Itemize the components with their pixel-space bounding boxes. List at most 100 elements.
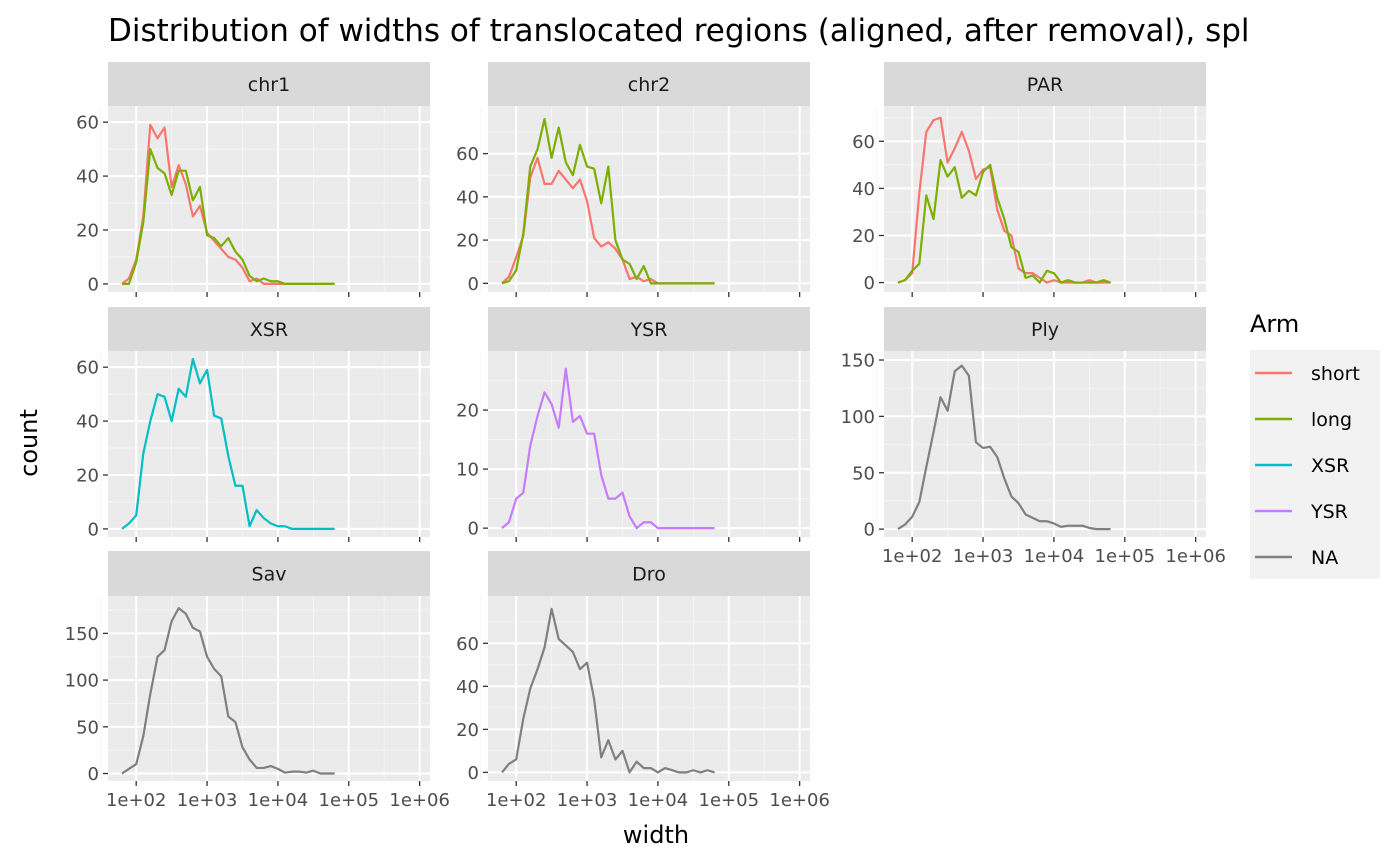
legend: Arm short long XSR YSR NA (1250, 310, 1380, 579)
facet-strip (108, 551, 430, 596)
x-tick-label: 1e+04 (1024, 546, 1085, 567)
legend-item-label: short (1311, 363, 1360, 385)
facet-strip-label: chr1 (248, 74, 290, 96)
y-tick-label: 0 (88, 274, 99, 295)
y-tick-label: 20 (76, 221, 99, 242)
series-line-na (501, 607, 715, 774)
x-tick-label: 1e+04 (628, 790, 689, 811)
x-tick-label: 1e+03 (953, 546, 1014, 567)
y-tick-label: 60 (852, 132, 875, 153)
legend-item-short: short (1255, 363, 1360, 385)
x-tick-label: 1e+06 (769, 790, 830, 811)
y-tick-label: 150 (841, 351, 875, 372)
facet-panel-par: PAR 0 20 40 60 (852, 62, 1206, 297)
legend-item-long: long (1255, 409, 1352, 431)
y-tick-label: 100 (65, 671, 99, 692)
series-line-na (897, 364, 1111, 531)
panel-background (884, 106, 1206, 292)
facet-strip-label: XSR (250, 319, 288, 341)
y-tick-label: 0 (468, 519, 479, 540)
panel-background (108, 351, 430, 537)
facet-strip (884, 62, 1206, 106)
y-tick-label: 20 (456, 401, 479, 422)
panel-background (488, 596, 810, 781)
x-tick-label: 1e+03 (557, 790, 618, 811)
y-tick-label: 40 (76, 412, 99, 433)
facet-panel-dro: Dro 0 20 40 60 1e+02 1e+03 1e+04 1e+05 1e+06 (456, 551, 830, 811)
series-line-long (121, 148, 335, 286)
facet-strip (108, 307, 430, 351)
y-tick-label: 40 (456, 677, 479, 698)
facet-strip (884, 307, 1206, 351)
panel-background (884, 351, 1206, 537)
facet-panel-sav: Sav 0 50 100 150 1e+02 1e+03 1e+04 1e+05 1e+06 (65, 551, 450, 811)
y-tick-label: 50 (76, 717, 99, 738)
x-tick-label: 1e+02 (486, 790, 547, 811)
series-line-long (501, 117, 715, 285)
legend-title: Arm (1250, 310, 1299, 338)
x-tick-label: 1e+02 (882, 546, 943, 567)
x-axis-title: width (623, 821, 689, 849)
y-tick-label: 40 (76, 167, 99, 188)
y-tick-label: 0 (88, 519, 99, 540)
facet-panels: chr1 0 20 40 60 chr2 0 20 40 60 PAR 0 20 40 60 XSR 0 20 40… (65, 62, 1226, 811)
y-tick-label: 40 (456, 187, 479, 208)
facet-strip-label: YSR (630, 319, 668, 341)
x-tick-label: 1e+05 (319, 790, 380, 811)
panel-background (488, 106, 810, 292)
y-tick-label: 0 (864, 520, 875, 541)
facet-strip (488, 551, 810, 596)
facet-strip (108, 62, 430, 106)
legend-item-label: long (1311, 409, 1352, 431)
legend-item-na: NA (1255, 547, 1338, 569)
facet-strip (488, 307, 810, 351)
y-axis-title: count (15, 409, 43, 477)
panel-background (108, 596, 430, 781)
facet-strip (488, 62, 810, 106)
series-line-ysr (501, 367, 715, 530)
y-tick-label: 10 (456, 460, 479, 481)
y-tick-label: 20 (76, 466, 99, 487)
facet-strip-label: Sav (252, 564, 287, 586)
facet-panel-xsr: XSR 0 20 40 60 (76, 307, 430, 542)
panel-background (108, 106, 430, 292)
x-tick-label: 1e+04 (248, 790, 309, 811)
legend-item-label: NA (1311, 547, 1338, 569)
legend-item-xsr: XSR (1255, 455, 1349, 477)
series-line-long (897, 159, 1111, 284)
y-tick-label: 20 (456, 231, 479, 252)
y-tick-label: 60 (456, 634, 479, 655)
facet-panel-chr2: chr2 0 20 40 60 (456, 62, 810, 297)
legend-item-ysr: YSR (1255, 501, 1348, 523)
facet-strip-label: Ply (1031, 319, 1059, 341)
y-tick-label: 0 (864, 273, 875, 294)
y-tick-label: 60 (76, 113, 99, 134)
series-line-xsr (121, 357, 335, 531)
facet-panel-ysr: YSR 0 10 20 (456, 307, 810, 542)
facet-strip-label: Dro (632, 564, 666, 586)
y-tick-label: 50 (852, 463, 875, 484)
y-tick-label: 150 (65, 624, 99, 645)
facet-strip-label: chr2 (628, 74, 670, 96)
series-line-na (121, 607, 335, 775)
x-tick-label: 1e+06 (389, 790, 450, 811)
x-tick-label: 1e+05 (699, 790, 760, 811)
y-tick-label: 100 (841, 407, 875, 428)
x-tick-label: 1e+03 (177, 790, 238, 811)
y-tick-label: 0 (468, 274, 479, 295)
panel-background (488, 351, 810, 537)
y-tick-label: 40 (852, 179, 875, 200)
chart-title: Distribution of widths of translocated r… (108, 13, 1250, 49)
facet-panel-ply: Ply 0 50 100 150 1e+02 1e+03 1e+04 1e+05 1e+06 (841, 307, 1226, 567)
y-tick-label: 0 (88, 764, 99, 785)
facet-strip-label: PAR (1027, 74, 1063, 96)
y-tick-label: 60 (76, 358, 99, 379)
y-tick-label: 0 (468, 763, 479, 784)
legend-item-label: XSR (1311, 455, 1349, 477)
facet-panel-chr1: chr1 0 20 40 60 (76, 62, 430, 297)
y-tick-label: 20 (852, 226, 875, 247)
x-tick-label: 1e+05 (1095, 546, 1156, 567)
y-tick-label: 60 (456, 144, 479, 165)
x-tick-label: 1e+06 (1165, 546, 1226, 567)
